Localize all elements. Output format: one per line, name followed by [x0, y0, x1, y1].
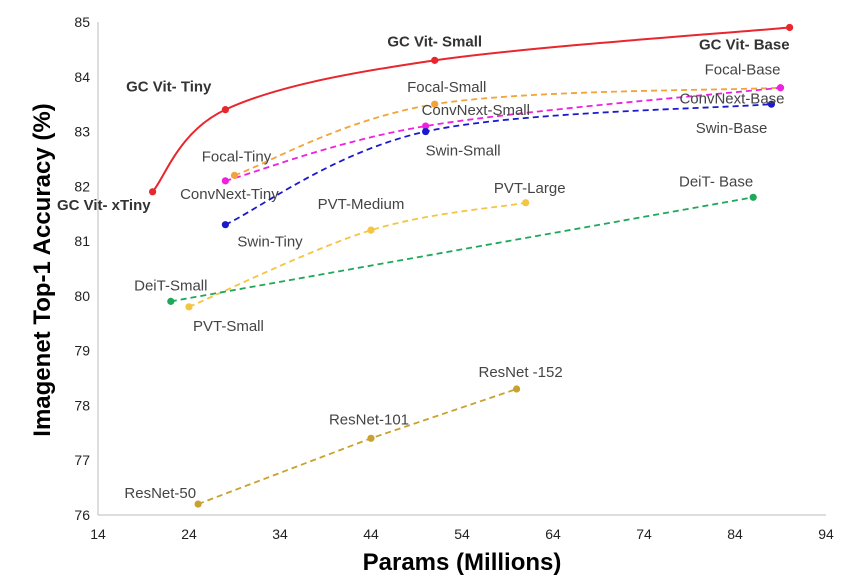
- y-tick-label: 84: [74, 69, 90, 85]
- point-labels: GC Vit- xTiny GC Vit- Tiny GC Vit- Small GC…: [57, 33, 790, 502]
- series-lines: [151, 26, 790, 505]
- y-tick-label: 81: [74, 233, 90, 249]
- data-point: [185, 303, 193, 311]
- data-label: PVT-Medium: [318, 196, 405, 213]
- data-label: PVT-Small: [193, 318, 264, 335]
- data-label: Swin-Tiny: [237, 234, 303, 251]
- data-label: Focal-Tiny: [202, 148, 272, 165]
- data-point: [367, 434, 375, 442]
- data-label: ResNet-101: [329, 411, 409, 428]
- x-tick-label: 54: [454, 526, 470, 542]
- y-tick-label: 79: [74, 343, 90, 359]
- data-label: ResNet -152: [478, 364, 562, 381]
- data-point: [367, 226, 375, 234]
- data-point: [167, 297, 175, 305]
- data-label: ConvNext-Small: [422, 102, 530, 119]
- series-line: [234, 86, 781, 177]
- data-point: [149, 188, 157, 196]
- data-label: ConvNext-Base: [679, 91, 784, 108]
- data-label: DeiT- Base: [679, 173, 753, 190]
- x-tick-label: 44: [363, 526, 379, 542]
- x-tick-label: 74: [636, 526, 652, 542]
- data-label: Swin-Small: [426, 143, 501, 160]
- data-label: DeiT-Small: [134, 277, 207, 294]
- data-point: [230, 171, 239, 179]
- data-point: [221, 221, 229, 229]
- data-point: [422, 127, 430, 136]
- data-point: [522, 199, 530, 207]
- series-line: [151, 26, 790, 193]
- data-label: Swin-Base: [696, 120, 768, 137]
- data-label: ResNet-50: [124, 485, 196, 502]
- y-tick-label: 77: [74, 452, 90, 468]
- data-label: GC Vit- Small: [387, 33, 482, 50]
- y-axis-title: Imagenet Top-1 Accuracy (%): [29, 103, 56, 436]
- series-line: [225, 86, 781, 182]
- y-tick-label: 83: [74, 124, 90, 140]
- data-point: [194, 500, 202, 508]
- series-line: [197, 388, 517, 505]
- x-tick-label: 64: [545, 526, 561, 542]
- data-point: [422, 122, 430, 130]
- y-tick-label: 78: [74, 397, 90, 413]
- x-tick-label: 14: [90, 526, 106, 542]
- x-axis-title: Params (Millions): [363, 549, 562, 576]
- data-point: [431, 56, 439, 64]
- data-point: [749, 193, 757, 201]
- data-label: Focal-Base: [705, 62, 781, 79]
- data-label: Focal-Small: [407, 79, 486, 96]
- data-label: GC Vit- Base: [699, 36, 790, 53]
- series-points: [149, 23, 794, 508]
- y-tick-label: 82: [74, 178, 90, 194]
- y-tick-label: 76: [74, 507, 90, 523]
- axes: [97, 22, 826, 516]
- data-label: GC Vit- Tiny: [126, 79, 212, 96]
- x-tick-label: 84: [727, 526, 743, 542]
- data-point: [767, 100, 776, 108]
- x-tick-label: 24: [181, 526, 197, 542]
- data-point: [786, 23, 794, 32]
- data-label: ConvNext-Tiny: [180, 186, 279, 203]
- ticks: 14 24 34 44 54 64 74 84 94 76 77 78 79 80 81 82 83 84 85: [74, 14, 834, 542]
- data-point: [221, 177, 229, 185]
- series-line: [225, 103, 772, 226]
- data-point: [776, 84, 785, 92]
- data-label: GC Vit- xTiny: [57, 197, 151, 214]
- series-line: [170, 196, 754, 303]
- y-tick-label: 85: [74, 14, 90, 30]
- y-tick-label: 80: [74, 288, 90, 304]
- series-line: [188, 201, 526, 308]
- x-tick-label: 34: [272, 526, 288, 542]
- data-point: [513, 385, 521, 393]
- data-point: [431, 100, 439, 108]
- x-tick-label: 94: [818, 526, 834, 542]
- data-point: [221, 106, 229, 114]
- data-label: PVT-Large: [494, 180, 566, 197]
